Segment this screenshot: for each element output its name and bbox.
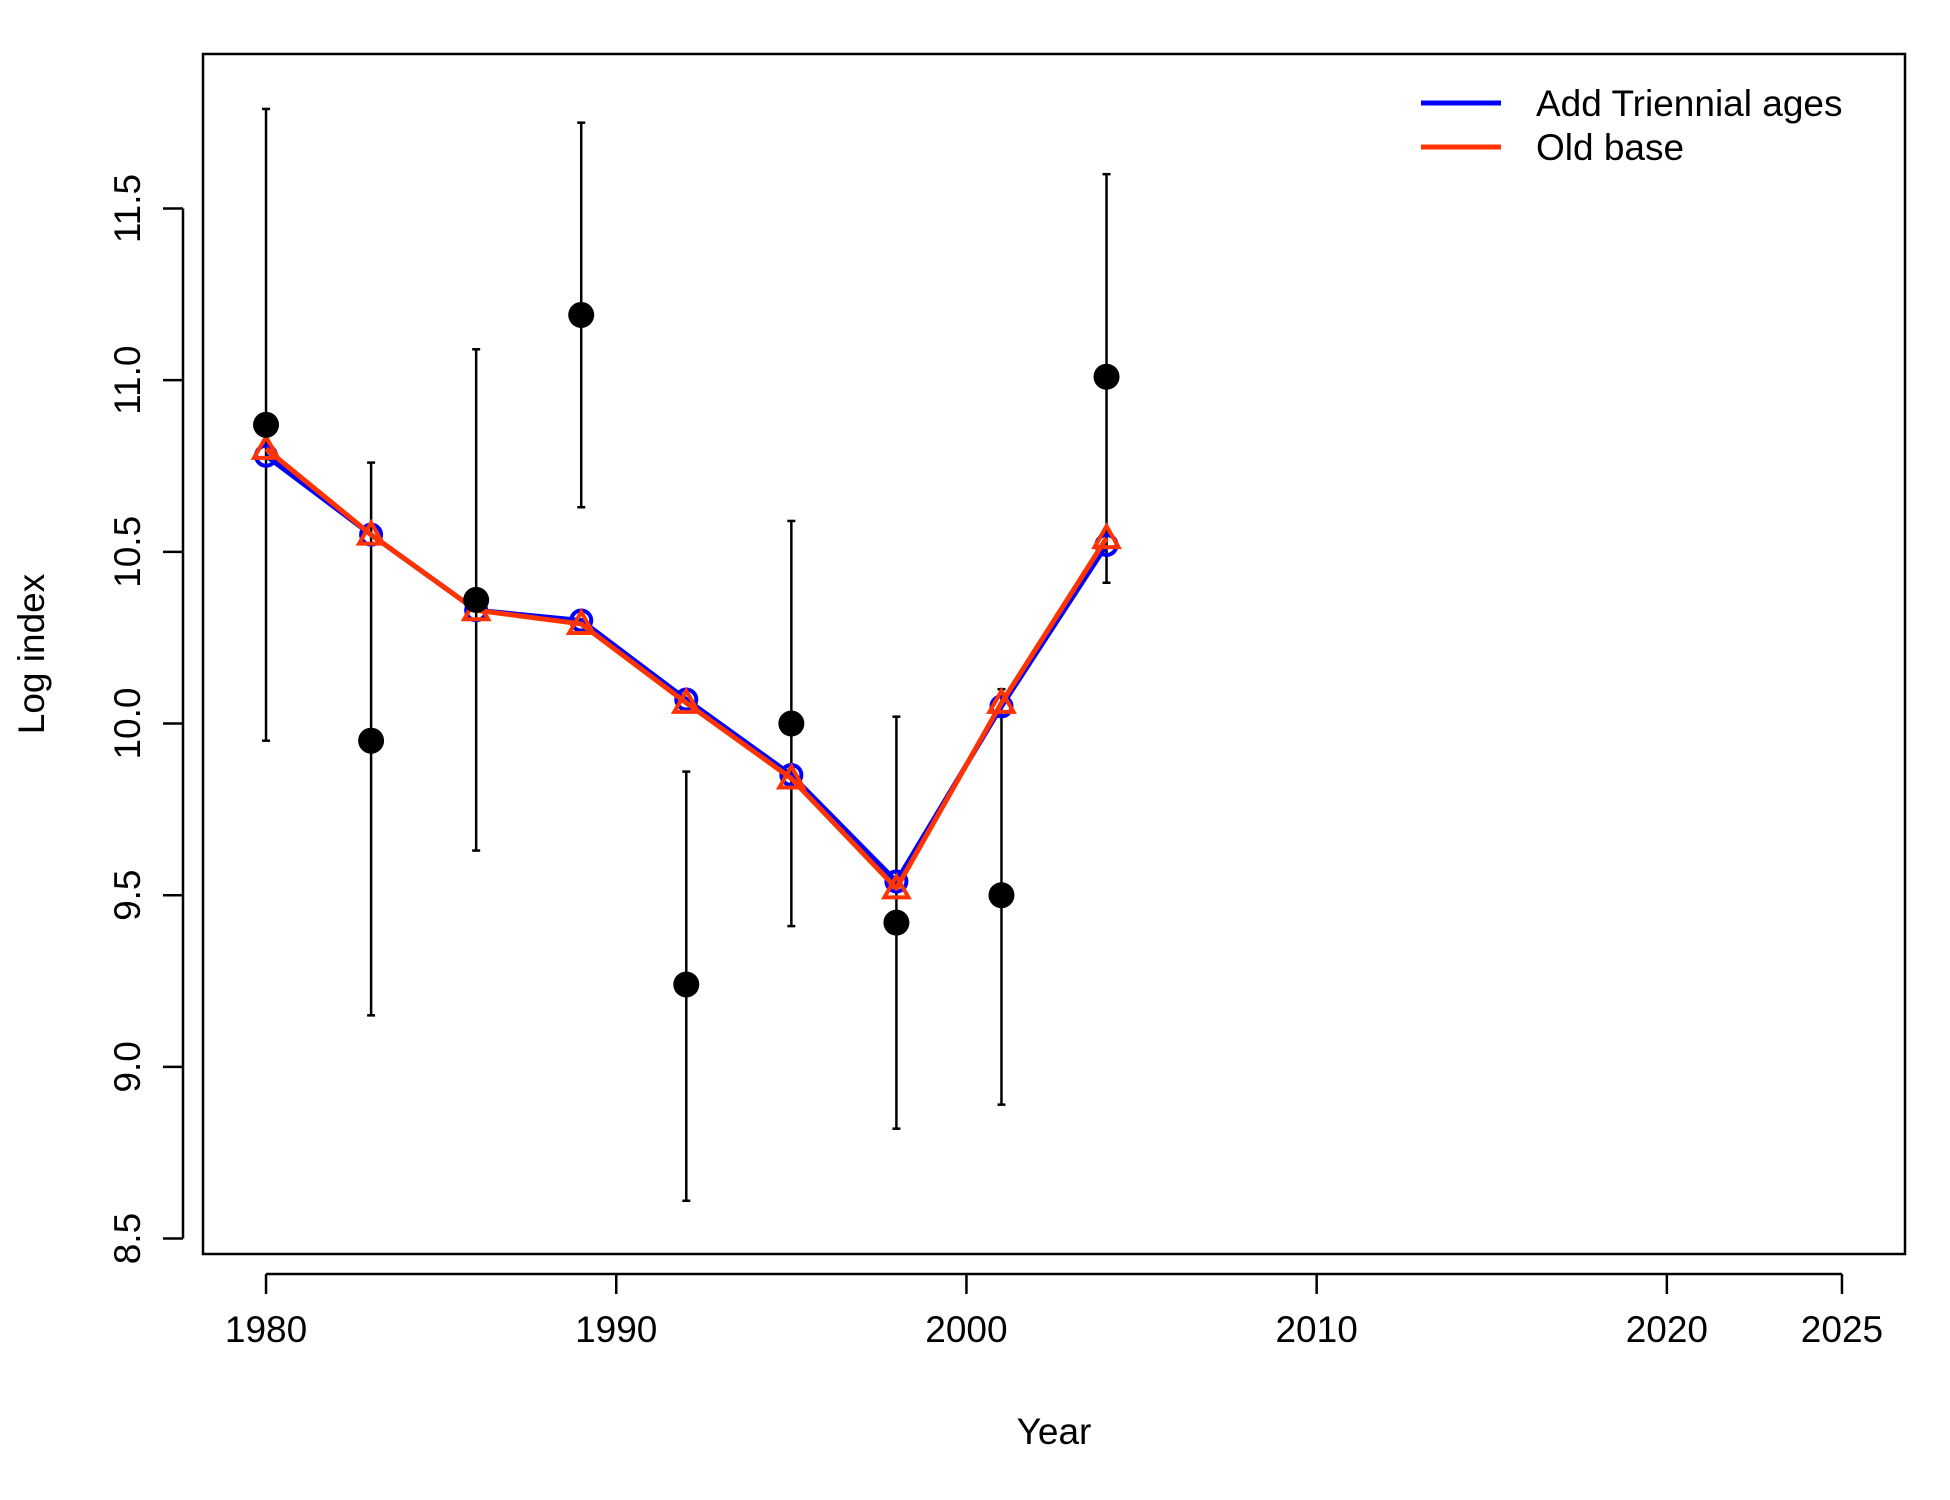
y-axis: 8.5 9.0 9.5 10.0 10.5 11.0 11.5 — [107, 174, 185, 1264]
x-axis: 1980 1990 2000 2010 2020 2025 — [225, 1272, 1883, 1350]
series-point-old-base-1983 — [355, 518, 387, 546]
y-tick-label-9: 9.0 — [107, 1041, 148, 1092]
legend-label-old-base: Old base — [1536, 127, 1684, 168]
observed-point-1983 — [358, 727, 385, 754]
series-point-old-base-1989 — [565, 607, 597, 635]
observed-point-1998 — [883, 909, 910, 936]
x-tick-label-1990: 1990 — [575, 1309, 657, 1350]
series-point-old-base-2004 — [1091, 522, 1122, 550]
series-layer — [250, 432, 1122, 900]
observed-point-1989 — [568, 301, 595, 328]
x-tick-label-2020: 2020 — [1626, 1309, 1708, 1350]
y-tick-label-10-5: 10.5 — [107, 516, 148, 588]
observed-point-1986 — [463, 586, 490, 613]
y-tick-label-8-5: 8.5 — [107, 1213, 148, 1264]
series-point-old-base-1992 — [670, 686, 702, 714]
observed-point-2001 — [988, 882, 1015, 909]
error-bars — [262, 107, 1111, 1203]
y-axis-title: Log index — [11, 573, 52, 734]
y-tick-label-11: 11.0 — [107, 346, 148, 415]
plot-frame — [201, 52, 1907, 1256]
legend-label-add-triennial-ages: Add Triennial ages — [1536, 83, 1842, 124]
x-tick-label-2025: 2025 — [1801, 1309, 1883, 1350]
observed-points — [253, 301, 1120, 998]
x-axis-title: Year — [1017, 1411, 1092, 1452]
x-tick-label-1980: 1980 — [225, 1309, 307, 1350]
series-point-old-base-1995 — [775, 762, 807, 790]
y-tick-label-10: 10.0 — [107, 688, 148, 760]
observed-point-2004 — [1093, 363, 1120, 390]
series-point-old-base-2001 — [986, 686, 1017, 714]
series-point-old-base-1980 — [250, 432, 282, 460]
observed-point-1992 — [673, 971, 700, 998]
legend: Add Triennial ages Old base — [1421, 83, 1842, 168]
series-line-old-base — [264, 446, 1109, 891]
y-tick-label-9-5: 9.5 — [107, 869, 148, 920]
observed-point-1995 — [778, 710, 805, 737]
observed-point-1980 — [253, 411, 280, 438]
x-tick-label-2000: 2000 — [925, 1309, 1007, 1350]
x-tick-label-2010: 2010 — [1275, 1309, 1357, 1350]
y-tick-label-11-5: 11.5 — [107, 174, 148, 243]
series-point-old-base-1998 — [880, 872, 912, 900]
